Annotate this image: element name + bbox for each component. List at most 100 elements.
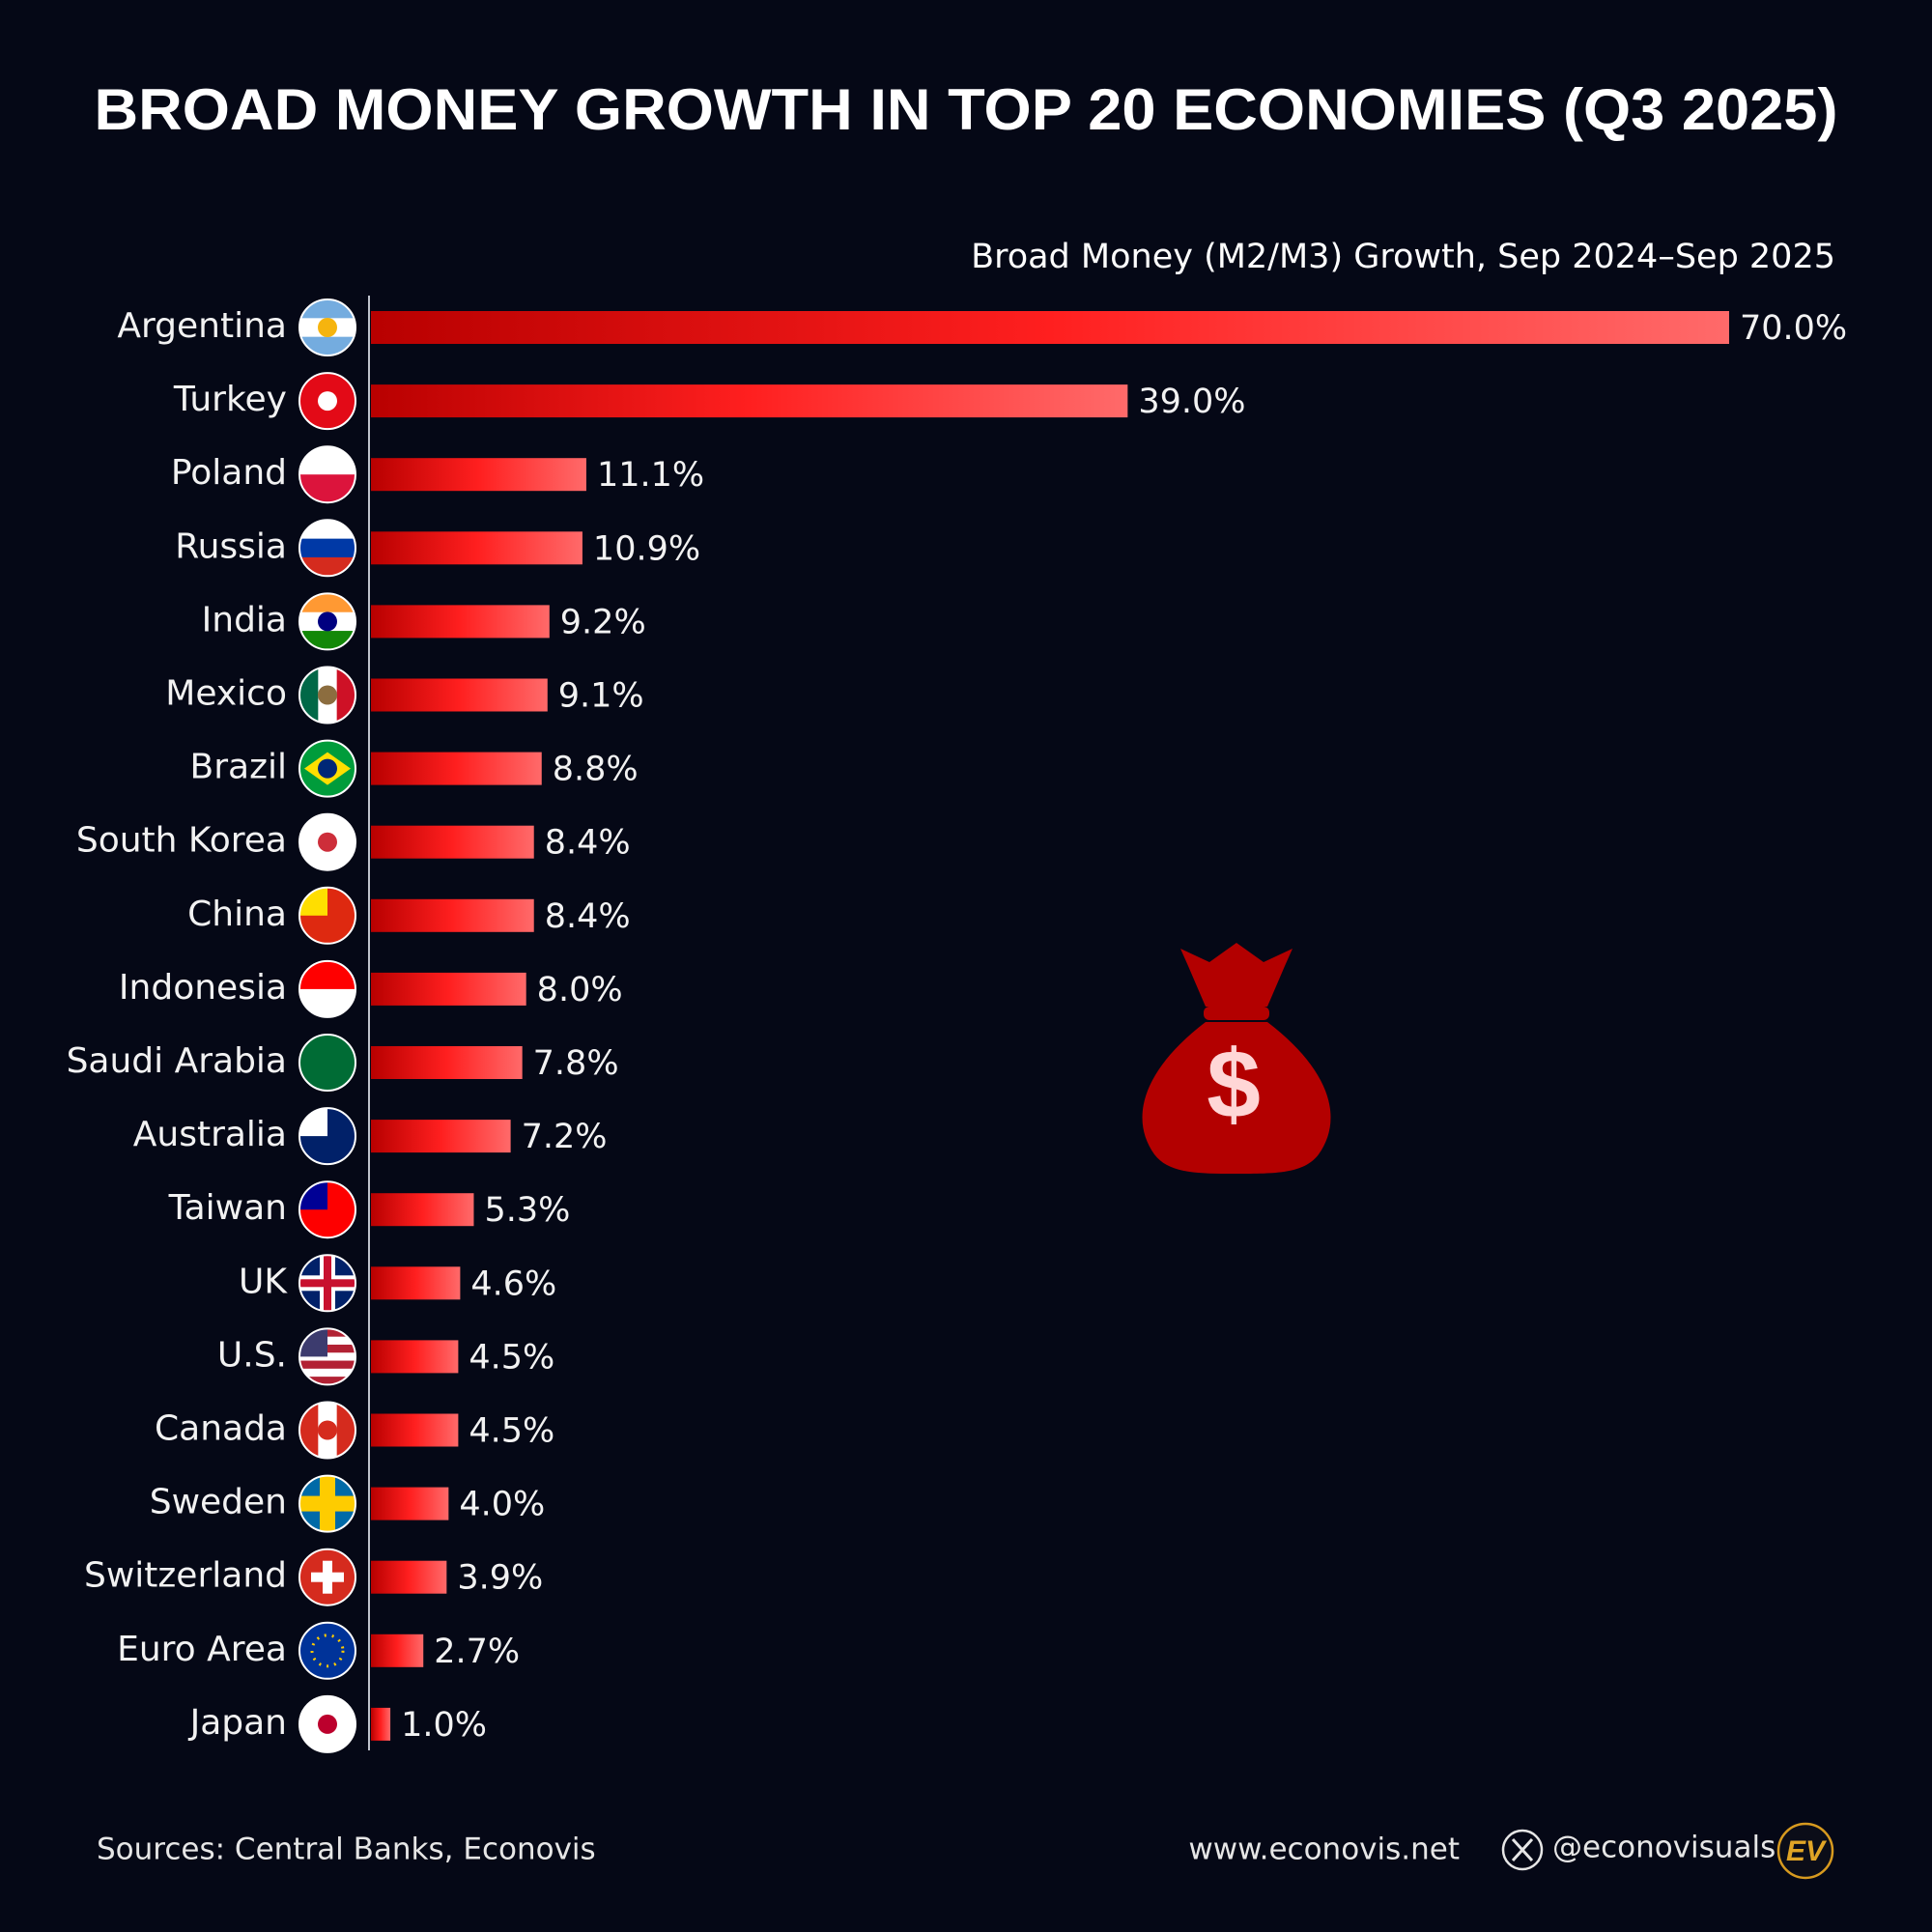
flag-stripe: [299, 1368, 355, 1378]
category-label: Australia: [133, 1115, 287, 1154]
category-label: Canada: [155, 1409, 287, 1449]
flag-border: [298, 1474, 356, 1533]
flag-border: [298, 1107, 356, 1166]
value-label: 9.1%: [558, 677, 644, 716]
category-label: Sweden: [150, 1483, 287, 1522]
flag-border: [298, 812, 356, 871]
category-label: Russia: [175, 526, 287, 566]
flag-stripe: [299, 1035, 355, 1091]
flag-stripe: [299, 538, 355, 558]
logo: EV: [1786, 1835, 1828, 1867]
category-label: Indonesia: [119, 968, 287, 1008]
bar: [371, 1340, 459, 1374]
category-label: China: [187, 895, 287, 934]
flag-icon: [299, 1255, 355, 1312]
money-bag-icon: $: [1142, 943, 1331, 1174]
flag-icon: [299, 813, 355, 870]
category-label: Argentina: [117, 306, 287, 346]
website: www.econovis.net: [1188, 1833, 1460, 1867]
bar: [371, 384, 1128, 418]
value-label: 4.5%: [469, 1338, 554, 1377]
flag-icon: [299, 887, 355, 944]
flag-border: [298, 1401, 356, 1460]
flag-border: [298, 372, 356, 431]
bar: [371, 531, 582, 565]
flag-icon: [299, 1548, 355, 1605]
category-label: Poland: [171, 453, 287, 493]
flag-shape: [311, 1572, 344, 1582]
flag-icon: [299, 1108, 355, 1165]
bar: [371, 1413, 459, 1447]
bar: [371, 972, 526, 1006]
flag-border: [298, 1621, 356, 1680]
value-label: 5.3%: [484, 1191, 570, 1230]
flag-shape: [318, 391, 337, 412]
bar: [371, 1120, 511, 1153]
flag-shape: [318, 318, 337, 337]
category-label: Japan: [188, 1703, 287, 1743]
flag-border: [298, 1327, 356, 1386]
flag-stripe: [299, 1352, 355, 1362]
value-label: 4.6%: [470, 1264, 556, 1303]
category-label: U.S.: [217, 1335, 287, 1375]
flag-border: [298, 298, 356, 356]
flag-shape: [318, 758, 337, 779]
flag-border: [298, 666, 356, 724]
flag-shape: [318, 832, 337, 852]
flag-icon: [299, 1035, 355, 1091]
value-label: 10.9%: [593, 529, 700, 568]
value-label: 3.9%: [457, 1559, 543, 1598]
bar: [371, 1046, 523, 1079]
value-label: 8.8%: [553, 751, 639, 789]
value-label: 8.4%: [545, 897, 631, 936]
handle: @econovisuals: [1552, 1831, 1776, 1865]
value-label: 70.0%: [1740, 309, 1847, 348]
flag-border: [298, 1548, 356, 1606]
bar: [371, 311, 1729, 344]
logo-badge: [1776, 1822, 1834, 1880]
flag-icon: [299, 1181, 355, 1238]
value-label: 4.5%: [469, 1412, 554, 1451]
flag-stripe: [299, 1360, 355, 1370]
value-label: 4.0%: [459, 1486, 545, 1524]
bar: [371, 1487, 449, 1520]
category-label: Turkey: [173, 380, 287, 419]
category-label: Brazil: [190, 748, 287, 787]
bar: [371, 898, 534, 932]
flag-border: [298, 1180, 356, 1239]
flag-icon: [299, 1475, 355, 1532]
flag-border: [298, 959, 356, 1018]
value-label: 2.7%: [434, 1633, 520, 1671]
flag-shape: [299, 1495, 355, 1512]
flag-icon: [299, 740, 355, 797]
chart-subtitle: Broad Money (M2/M3) Growth, Sep 2024–Sep…: [971, 238, 1835, 276]
flag-border: [298, 1034, 356, 1092]
category-label: UK: [239, 1262, 288, 1301]
bar: [371, 1193, 474, 1227]
source: Sources: Central Banks, Econovis: [97, 1833, 596, 1867]
flag-icon: [299, 1622, 355, 1679]
flag-icon: [299, 1695, 355, 1752]
bar: [371, 605, 550, 639]
flag-border: [298, 1694, 356, 1753]
category-label: Switzerland: [84, 1556, 287, 1596]
bar: [371, 1634, 424, 1667]
category-label: South Korea: [76, 821, 287, 861]
bar: [371, 1707, 391, 1741]
flag-shape: [318, 685, 337, 705]
value-label: 7.2%: [522, 1118, 608, 1156]
svg-text:$: $: [1207, 1030, 1261, 1138]
flag-shape: [318, 611, 337, 632]
flag-shape: [318, 1714, 337, 1734]
category-label: Saudi Arabia: [67, 1041, 287, 1081]
value-label: 11.1%: [597, 456, 704, 495]
flag-shape: [310, 1634, 345, 1668]
flag-border: [298, 445, 356, 504]
flag-shape: [299, 1279, 355, 1288]
flag-stripe: [299, 1622, 355, 1679]
category-label: India: [202, 600, 287, 639]
value-label: 1.0%: [401, 1706, 487, 1745]
